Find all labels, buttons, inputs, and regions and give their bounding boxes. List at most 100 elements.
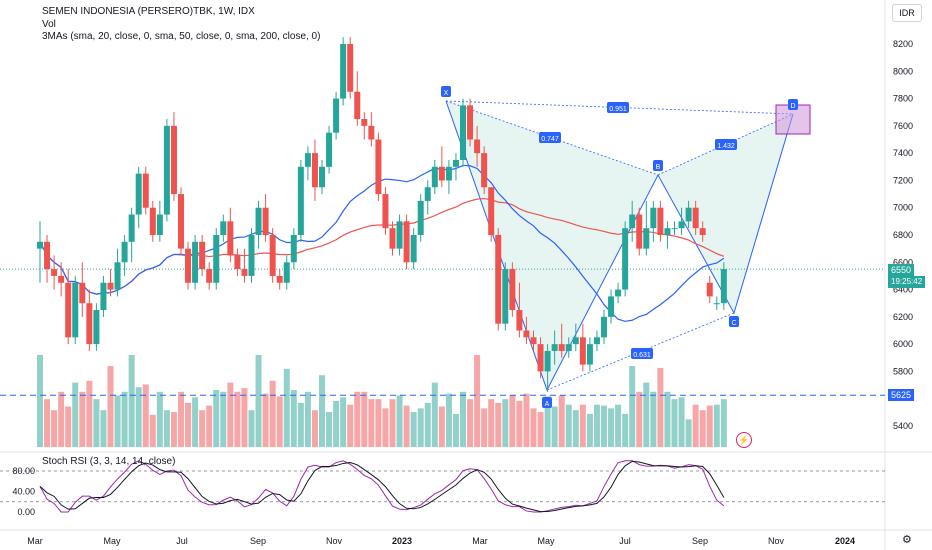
volume-bar [608,408,615,447]
price-tick-label: 7200 [893,175,913,185]
gear-icon[interactable]: ⚙ [902,534,912,546]
candle-body [333,98,340,133]
volume-bar [149,414,156,447]
candle-body [530,337,537,345]
volume-bar [248,410,255,447]
volume-bar [460,391,466,447]
currency-badge[interactable]: IDR [892,4,922,22]
candle-body [227,221,234,256]
candle-body [608,296,615,317]
pattern-point-badge [441,86,451,97]
time-tick-label: 2024 [835,536,855,546]
volume-bar [354,391,361,447]
volume-bar [79,391,86,447]
rsi-tick-label: 80.00 [12,466,35,476]
candle-body [72,282,79,338]
volume-bar [713,404,720,447]
pattern-ratio-badge [631,348,653,359]
volume-bar [220,391,227,447]
candle-body [297,166,304,235]
price-tick-label: 7000 [893,203,913,213]
pattern-point-badge [653,160,663,171]
pattern-ratio-label: 0.631 [633,352,651,359]
volume-bar [65,406,72,447]
flash-icon[interactable]: ⚡ [736,432,752,448]
candle-body [706,282,713,297]
candle-body [276,275,283,283]
volume-bar [86,380,93,447]
volume-bar [495,402,502,447]
candle-body [149,207,156,235]
price-tick-label: 6200 [893,312,913,322]
volume-bar [170,412,177,447]
candle-body [185,248,192,283]
candle-body [622,228,629,290]
candle-body [685,207,692,222]
time-tick-label: May [537,536,555,546]
volume-bar [368,399,375,447]
rsi-tick-label: 0.00 [17,507,35,517]
volume-bar [551,406,558,447]
volume-bar [375,399,382,447]
candle-body [220,221,227,235]
candle-body [86,303,93,345]
price-tick-label: 6000 [893,339,913,349]
volume-bar [664,391,671,447]
candle-body [58,275,65,283]
candle-body [340,44,347,99]
volume-bar [156,391,163,447]
candle-body [699,228,706,235]
price-tick-label: 6800 [893,230,913,240]
candle-body [452,159,459,167]
pattern-point-label: D [790,103,795,110]
volume-bar [488,399,495,447]
volume-bar [720,399,727,447]
volume-bar [255,355,262,447]
candle-body [79,282,86,304]
candle-body [51,269,58,276]
volume-bar [629,366,636,447]
pattern-ratio-badge [539,132,561,143]
candle-body [523,330,530,338]
volume-bar [593,404,600,447]
moving-averages-label: 3MAs (sma, 20, close, 0, sma, 50, close,… [42,31,321,42]
volume-bar [530,408,537,447]
volume-bar [438,406,445,447]
volume-bar [241,388,248,447]
candle-body [593,337,600,345]
volume-bar [107,366,114,447]
volume-bar [93,399,100,447]
candle-body [509,269,516,311]
volume-bar [509,395,516,447]
candle-body [142,173,149,208]
time-tick-label: Nov [768,536,785,546]
candle-body [495,235,502,324]
volume-bar [347,404,354,447]
candle-body [551,344,558,351]
candle-body [262,207,269,235]
stoch-d-line [39,460,725,513]
candle-body [650,207,657,229]
candle-body [311,153,318,188]
time-tick-label: May [103,536,121,546]
price-tick-label: 5400 [893,421,913,431]
pattern-xab-fill [446,101,658,390]
candle-body [417,200,424,235]
volume-bar [121,391,128,447]
volume-bar [481,408,488,447]
candle-body [361,119,368,126]
price-tick-label: 7400 [893,148,913,158]
pattern-ratio-label: 0.951 [609,106,627,113]
volume-label: Vol [42,19,56,30]
candle-body [460,105,466,160]
pattern-ratio-label: 1.432 [717,143,735,150]
candle-body [248,235,255,276]
volume-bar [185,402,192,447]
volume-bar [206,405,213,447]
stoch-rsi-label: Stoch RSI (3, 3, 14, 14, close) [42,456,176,467]
pattern-ratio-badge [715,139,737,150]
volume-bar [304,391,311,447]
volume-bar [178,391,184,447]
time-tick-label: Mar [472,536,488,546]
